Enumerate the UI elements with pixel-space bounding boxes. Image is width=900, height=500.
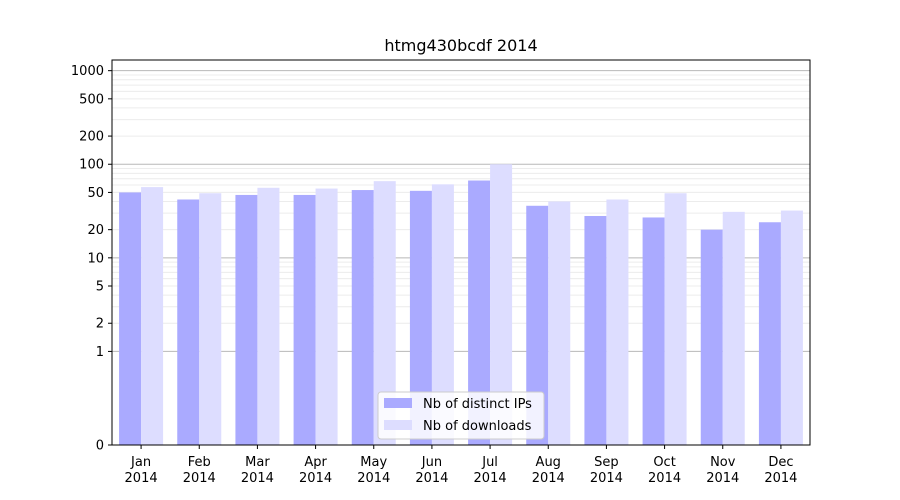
x-tick-label: Apr 2014 bbox=[299, 455, 332, 486]
x-axis-ticks: Jan 2014 Feb 2014 Mar 2014 Apr 2014 May 2014 Jun 20… bbox=[125, 445, 797, 486]
x-tick-label: Jun 2014 bbox=[415, 455, 448, 486]
bar-distinct-ips-12 bbox=[758, 222, 781, 445]
y-tick-label: 500 bbox=[79, 92, 104, 107]
y-tick-label: 10 bbox=[87, 251, 104, 266]
legend-label-downloads: Nb of downloads bbox=[423, 419, 532, 434]
bar-downloads-1 bbox=[141, 187, 164, 445]
x-tick-label: Feb 2014 bbox=[183, 455, 216, 486]
bar-downloads-5 bbox=[373, 181, 396, 445]
y-tick-label: 2 bbox=[96, 317, 104, 332]
bar-downloads-4 bbox=[315, 188, 338, 445]
bars bbox=[119, 164, 803, 446]
bar-distinct-ips-5 bbox=[351, 190, 374, 445]
x-tick-label: Nov 2014 bbox=[706, 455, 739, 486]
y-axis-ticks: 0 1 2 5 10 20 50 100 200 500 1000 bbox=[71, 64, 112, 454]
bar-distinct-ips-4 bbox=[293, 194, 316, 445]
bar-downloads-8 bbox=[548, 201, 571, 445]
y-tick-label: 5 bbox=[96, 280, 104, 295]
x-tick-label: Oct 2014 bbox=[648, 455, 681, 486]
x-tick-label: Mar 2014 bbox=[241, 455, 274, 486]
x-tick-label: May 2014 bbox=[357, 455, 390, 486]
x-tick-label: Jul 2014 bbox=[474, 455, 507, 486]
bar-downloads-9 bbox=[606, 199, 629, 445]
y-tick-label: 200 bbox=[79, 130, 104, 145]
bar-downloads-11 bbox=[722, 211, 745, 445]
bar-distinct-ips-3 bbox=[235, 194, 258, 445]
bar-distinct-ips-8 bbox=[526, 205, 549, 445]
y-tick-label: 0 bbox=[96, 439, 104, 454]
plot-frame bbox=[111, 59, 811, 446]
y-tick-label: 20 bbox=[87, 223, 104, 238]
bar-distinct-ips-2 bbox=[177, 199, 200, 445]
bar-distinct-ips-10 bbox=[642, 217, 665, 445]
x-tick-label: Sep 2014 bbox=[590, 455, 623, 486]
x-tick-label: Jan 2014 bbox=[125, 455, 158, 486]
y-tick-label: 100 bbox=[79, 158, 104, 173]
bar-downloads-6 bbox=[431, 184, 454, 445]
bar-distinct-ips-6 bbox=[409, 190, 432, 445]
legend-swatch-downloads bbox=[384, 420, 412, 430]
axes bbox=[111, 59, 811, 446]
bar-downloads-12 bbox=[780, 210, 803, 445]
y-tick-label: 1 bbox=[96, 345, 104, 360]
bar-downloads-7 bbox=[490, 164, 513, 445]
legend-label-distinct-ips: Nb of distinct IPs bbox=[423, 397, 532, 412]
bar-distinct-ips-1 bbox=[119, 192, 142, 445]
legend-box bbox=[377, 391, 545, 440]
bar-distinct-ips-11 bbox=[700, 229, 723, 445]
bar-downloads-2 bbox=[199, 193, 222, 445]
legend-swatch-distinct-ips bbox=[384, 398, 412, 408]
bar-distinct-ips-9 bbox=[584, 215, 607, 445]
legend: Nb of distinct IPs Nb of downloads bbox=[377, 391, 545, 440]
grid-lines bbox=[112, 70, 810, 352]
y-tick-label: 50 bbox=[87, 186, 104, 201]
x-tick-label: Dec 2014 bbox=[764, 455, 797, 486]
bar-downloads-3 bbox=[257, 187, 280, 445]
x-tick-label: Aug 2014 bbox=[532, 455, 565, 486]
bar-downloads-10 bbox=[664, 193, 687, 445]
y-tick-label: 1000 bbox=[71, 64, 104, 79]
bar-distinct-ips-7 bbox=[468, 180, 491, 446]
chart-title: htmg430bcdf 2014 bbox=[384, 36, 537, 55]
